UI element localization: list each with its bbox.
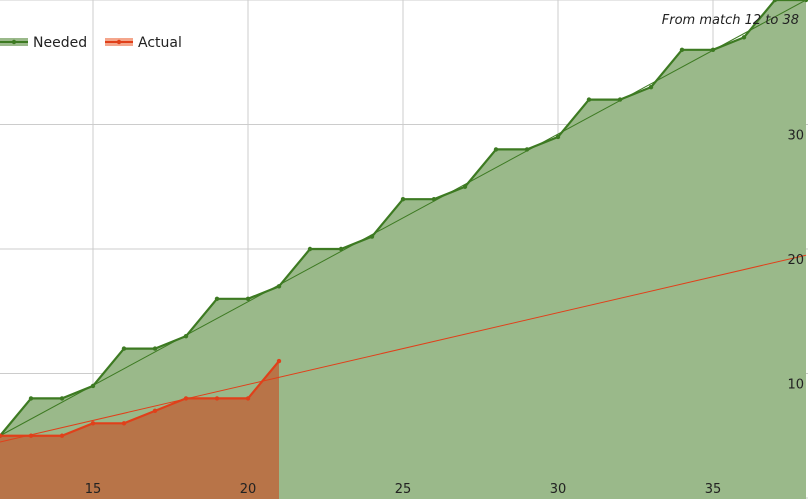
point-actual[interactable]	[152, 408, 158, 414]
y-tick-label: 30	[787, 129, 804, 144]
x-tick-label: 15	[85, 482, 102, 497]
point-needed[interactable]	[121, 346, 127, 351]
area-actual	[0, 361, 279, 499]
y-tick-label: 10	[787, 378, 804, 393]
legend: Needed Actual	[0, 35, 182, 51]
point-needed[interactable]	[59, 396, 65, 401]
point-needed[interactable]	[28, 396, 34, 401]
point-needed[interactable]	[648, 84, 654, 90]
point-needed[interactable]	[803, 0, 808, 3]
point-needed[interactable]	[555, 134, 561, 140]
point-actual[interactable]	[0, 433, 3, 438]
point-actual[interactable]	[183, 396, 189, 401]
trendline-needed	[0, 0, 807, 437]
series-points	[0, 0, 808, 438]
point-needed[interactable]	[369, 234, 375, 239]
point-actual[interactable]	[28, 433, 34, 438]
point-needed[interactable]	[617, 97, 623, 102]
point-needed[interactable]	[400, 197, 406, 202]
point-actual[interactable]	[276, 358, 282, 364]
point-actual[interactable]	[245, 396, 251, 401]
point-needed[interactable]	[307, 246, 313, 252]
point-needed[interactable]	[338, 246, 344, 252]
x-tick-label: 35	[705, 482, 722, 497]
legend-label-needed: Needed	[33, 35, 87, 51]
point-needed[interactable]	[772, 0, 778, 3]
point-needed[interactable]	[462, 184, 468, 189]
chart-subtitle: From match 12 to 38	[662, 13, 799, 28]
point-needed[interactable]	[152, 346, 158, 351]
point-needed[interactable]	[276, 284, 282, 289]
point-needed[interactable]	[90, 383, 96, 389]
point-needed[interactable]	[524, 147, 530, 152]
x-tick-label: 25	[395, 482, 412, 497]
x-tick-label: 30	[550, 482, 567, 497]
trendlines	[0, 0, 807, 443]
y-tick-label: 20	[787, 253, 804, 268]
point-needed[interactable]	[710, 47, 716, 52]
point-needed[interactable]	[586, 97, 592, 102]
point-actual[interactable]	[59, 433, 65, 438]
x-tick-label: 20	[240, 482, 257, 497]
trendline-actual	[0, 254, 807, 443]
point-needed[interactable]	[431, 197, 437, 202]
point-needed[interactable]	[245, 296, 251, 301]
point-needed[interactable]	[214, 296, 220, 301]
legend-marker-actual	[116, 39, 122, 45]
point-needed[interactable]	[493, 147, 499, 152]
point-actual[interactable]	[90, 421, 96, 426]
legend-marker-needed	[11, 39, 17, 45]
point-needed[interactable]	[741, 35, 747, 40]
tick-labels: 15 20 25 30 35 10 20 30	[85, 129, 804, 498]
point-actual[interactable]	[121, 421, 127, 426]
legend-item-needed[interactable]: Needed	[0, 35, 87, 51]
line-actual	[0, 360, 280, 437]
point-needed[interactable]	[183, 333, 189, 339]
legend-item-actual[interactable]: Actual	[105, 35, 182, 51]
point-needed[interactable]	[679, 47, 685, 52]
point-actual[interactable]	[214, 396, 220, 401]
legend-label-actual: Actual	[138, 35, 182, 51]
